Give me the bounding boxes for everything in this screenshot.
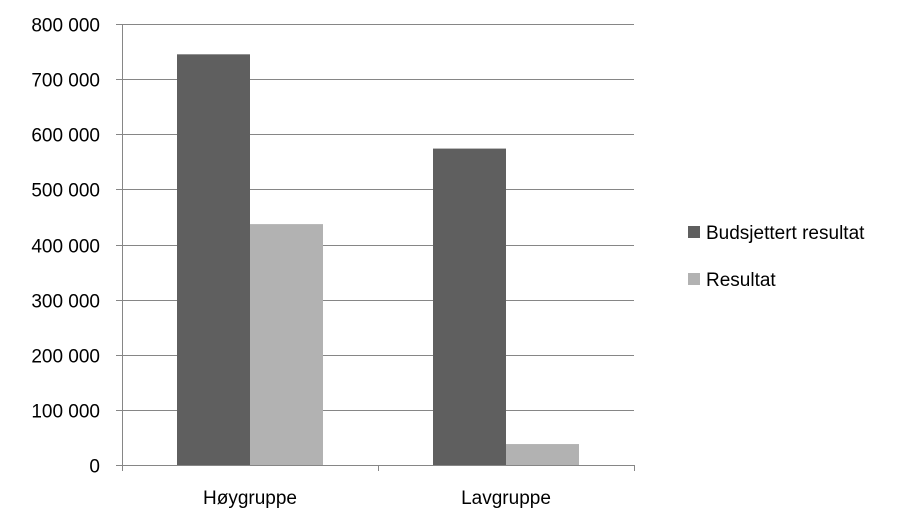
y-tick-label: 700 000 — [31, 71, 100, 92]
y-tick-label: 200 000 — [31, 347, 100, 368]
y-tick-label: 800 000 — [31, 16, 100, 37]
legend: Budsjettert resultat Resultat — [688, 223, 865, 291]
axes — [116, 24, 635, 471]
legend-label: Resultat — [706, 270, 776, 291]
bar-budsjettert-resultat-0 — [177, 54, 250, 465]
bar-budsjettert-resultat-1 — [433, 148, 506, 465]
y-tick-label: 400 000 — [31, 237, 100, 258]
bars — [177, 54, 579, 465]
y-tick-label: 100 000 — [31, 402, 100, 423]
bar-resultat-1 — [506, 444, 579, 465]
bar-resultat-0 — [250, 224, 323, 465]
legend-swatch — [688, 273, 700, 285]
legend-label: Budsjettert resultat — [706, 223, 865, 244]
y-tick-label: 300 000 — [31, 292, 100, 313]
x-tick-label: Lavgruppe — [461, 488, 551, 509]
x-axis-tick-labels: Høygruppe Lavgruppe — [203, 488, 551, 509]
y-axis-tick-labels: 0 100 000 200 000 300 000 400 000 500 000 600 … — [31, 16, 100, 478]
legend-swatch — [688, 226, 700, 238]
y-tick-label: 500 000 — [31, 181, 100, 202]
y-tick-label: 600 000 — [31, 126, 100, 147]
x-tick-label: Høygruppe — [203, 488, 297, 509]
y-tick-label: 0 — [89, 457, 100, 478]
